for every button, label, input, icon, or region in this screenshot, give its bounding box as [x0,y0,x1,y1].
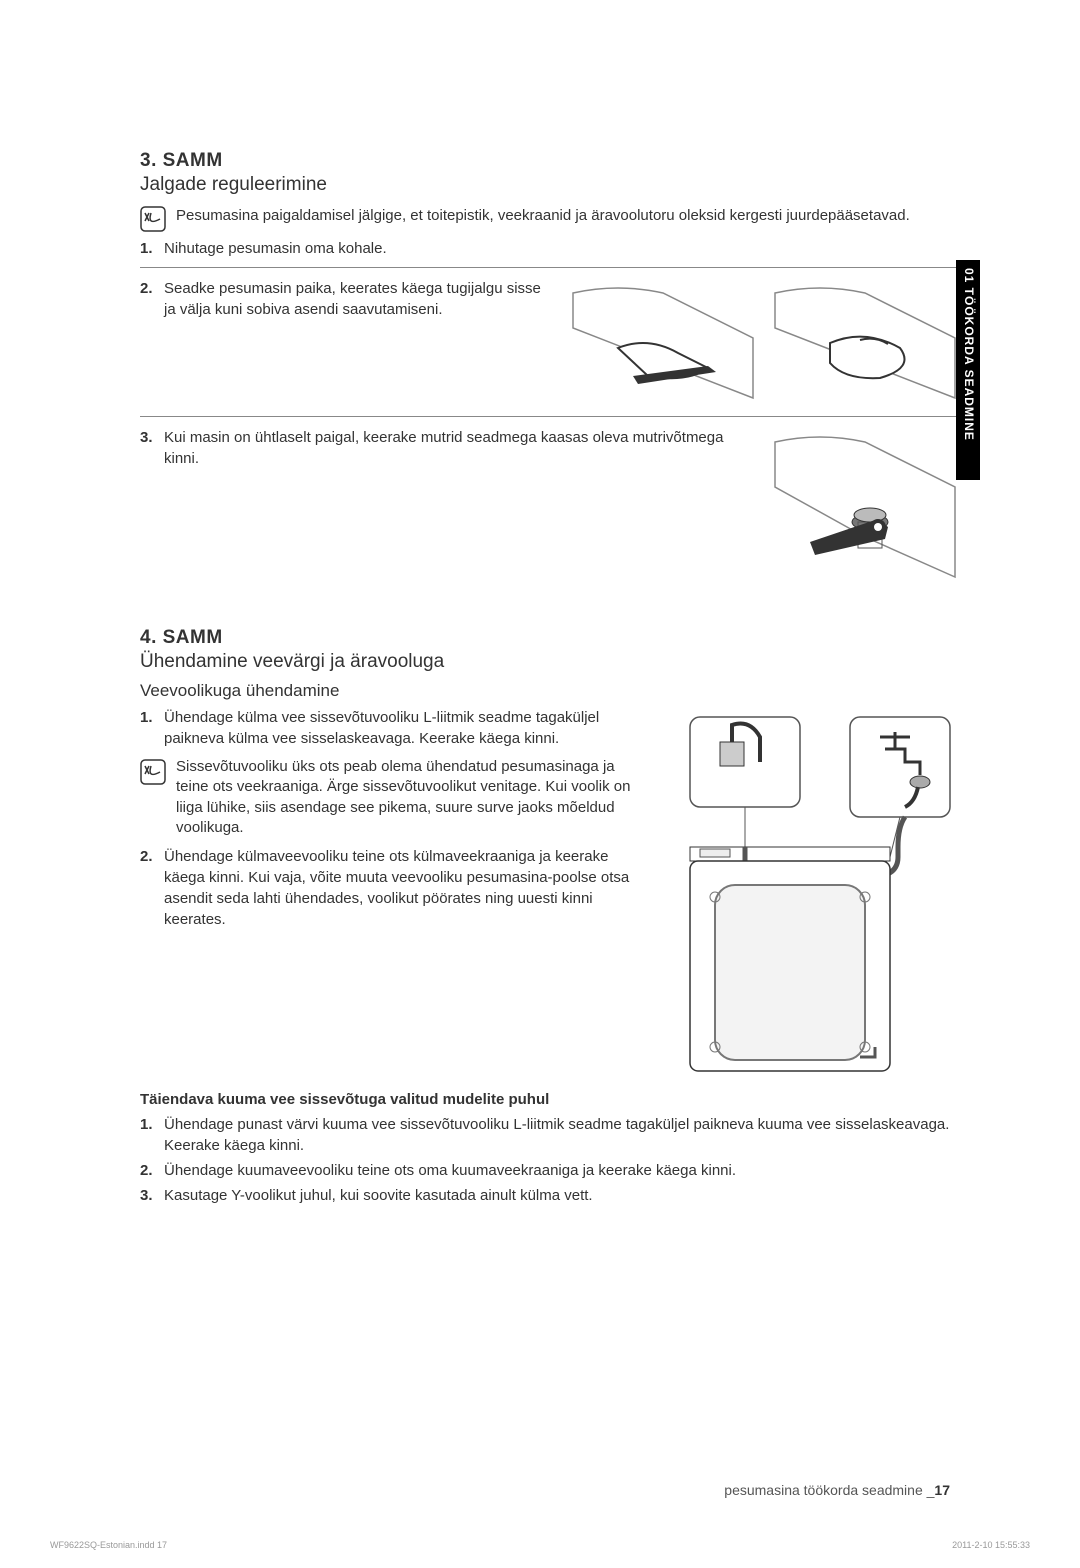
step-text: Ühendage kuumaveevooliku teine ots oma k… [164,1162,736,1179]
step3-row: 3. Kui masin on ühtlaselt paigal, keerak… [140,427,960,587]
section3-title-block: 3. SAMM Jalgade reguleerimine [140,150,960,196]
note-row: Pesumasina paigaldamisel jälgige, et toi… [140,206,960,232]
section4-title: 4. SAMM [140,627,960,649]
step-text: Seadke pesumasin paika, keerates käega t… [164,280,541,318]
footer-indd: WF9622SQ-Estonian.indd 17 [50,1540,167,1550]
step-number: 1. [140,707,153,728]
step-item: 1. Ühendage punast värvi kuuma vee sisse… [140,1114,960,1156]
footer-text: pesumasina töökorda seadmine _ [724,1482,934,1498]
step-number: 1. [140,238,153,259]
step-text: Ühendage külma vee sissevõtuvooliku L-li… [164,709,599,747]
step-number: 3. [140,427,153,448]
two-column: 1. Ühendage külma vee sissevõtuvooliku L… [140,707,960,1077]
left-column: 1. Ühendage külma vee sissevõtuvooliku L… [140,707,640,930]
step-item: 2. Ühendage külmaveevooliku teine ots kü… [140,846,640,930]
step-number: 1. [140,1114,153,1135]
bold-heading: Täiendava kuuma vee sissevõtuga valitud … [140,1091,960,1108]
footer-timestamp: 2011-2-10 15:55:33 [952,1540,1030,1550]
step-number: 2. [140,278,153,299]
section4-title-block: 4. SAMM Ühendamine veevärgi ja äravoolug… [140,627,960,673]
section4-h3: Veevoolikuga ühendamine [140,681,960,701]
step-item: 2. Seadke pesumasin paika, keerates käeg… [140,278,552,320]
document-page: 01 TÖÖKORDA SEADMINE 3. SAMM Jalgade reg… [0,0,1080,1568]
figure-wrench [770,427,960,587]
step-item: 3. Kui masin on ühtlaselt paigal, keerak… [140,427,754,469]
divider [140,416,960,417]
footer-page: 17 [934,1482,950,1498]
step-number: 2. [140,1160,153,1181]
step-text: Nihutage pesumasin oma kohale. [164,240,387,257]
side-label: 01 TÖÖKORDA SEADMINE [962,268,976,441]
step2-row: 2. Seadke pesumasin paika, keerates käeg… [140,278,960,408]
section3-steps-3: 3. Kui masin on ühtlaselt paigal, keerak… [140,427,754,469]
step-number: 2. [140,846,153,867]
section3-title: 3. SAMM [140,150,960,172]
note-text: Pesumasina paigaldamisel jälgige, et toi… [176,206,910,226]
step-text: Ühendage külmaveevooliku teine ots külma… [164,848,629,928]
step-item: 2. Ühendage kuumaveevooliku teine ots om… [140,1160,960,1181]
step-item: 1. Ühendage külma vee sissevõtuvooliku L… [140,707,640,749]
step-text: Ühendage punast värvi kuuma vee sissevõt… [164,1116,949,1154]
note-row: Sissevõtuvooliku üks ots peab olema ühen… [140,757,640,838]
section3-steps-2: 2. Seadke pesumasin paika, keerates käeg… [140,278,552,320]
step-number: 3. [140,1185,153,1206]
note-text: Sissevõtuvooliku üks ots peab olema ühen… [176,757,640,838]
section4-steps-2: 2. Ühendage külmaveevooliku teine ots kü… [140,846,640,930]
section4: 4. SAMM Ühendamine veevärgi ja äravoolug… [140,627,960,1206]
figure-pair [568,278,960,408]
figure-levelling-1 [568,278,758,408]
figure-washing-machine-hose [660,707,960,1077]
figure-levelling-2 [770,278,960,408]
section3-subtitle: Jalgade reguleerimine [140,174,960,196]
step-text: Kasutage Y-voolikut juhul, kui soovite k… [164,1187,593,1204]
divider [140,267,960,268]
section3-steps: 1. Nihutage pesumasin oma kohale. [140,238,960,259]
step-item: 3. Kasutage Y-voolikut juhul, kui soovit… [140,1185,960,1206]
step-text: Kui masin on ühtlaselt paigal, keerake m… [164,429,723,467]
note-icon [140,759,166,785]
section4-extra-steps: 1. Ühendage punast värvi kuuma vee sisse… [140,1114,960,1206]
section4-steps: 1. Ühendage külma vee sissevõtuvooliku L… [140,707,640,749]
section4-subtitle: Ühendamine veevärgi ja äravooluga [140,651,960,673]
note-icon [140,206,166,232]
step-item: 1. Nihutage pesumasin oma kohale. [140,238,960,259]
footer-line: pesumasina töökorda seadmine _17 [724,1482,950,1498]
